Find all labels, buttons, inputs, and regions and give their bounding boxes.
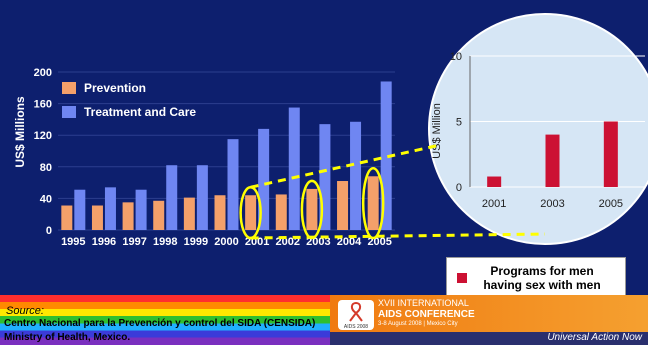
inset-bar-2001 (487, 176, 502, 187)
bar-treatment-2005 (380, 81, 392, 230)
slide-footer: Source: Centro Nacional para la Prevenci… (0, 295, 648, 345)
bar-prevention-2004 (337, 181, 349, 230)
main-chart-y-ticks: 0 40 80 120 160 200 (34, 67, 52, 237)
inset-y-tick-label: 0 (456, 182, 462, 194)
highlight-connector-lines (250, 143, 546, 240)
inset-x-tick-label: 2005 (599, 198, 623, 210)
conference-logo-icon: AIDS 2008 (338, 300, 374, 330)
source-label: Source: (6, 305, 44, 317)
main-x-tick-label: 1998 (153, 236, 177, 248)
conference-banner: AIDS 2008 XVII INTERNATIONAL AIDS CONFER… (330, 295, 648, 345)
legend-label-prevention: Prevention (84, 81, 147, 95)
inset-bar-2003 (545, 134, 560, 187)
main-x-tick-label: 2000 (214, 236, 238, 248)
bar-prevention-2005 (367, 176, 379, 230)
main-chart-y-axis-label: US$ Millions (13, 96, 27, 168)
bar-prevention-2002 (275, 194, 287, 230)
bar-prevention-1999 (183, 197, 195, 230)
bar-prevention-2003 (306, 188, 318, 230)
inset-chart-y-ticks: 0 5 10 (450, 51, 462, 194)
main-y-tick-label: 160 (34, 99, 52, 111)
main-y-tick-label: 120 (34, 130, 52, 142)
main-x-tick-label: 1997 (122, 236, 146, 248)
main-x-tick-label: 1999 (184, 236, 208, 248)
source-line-1: Centro Nacional para la Prevención y con… (4, 318, 316, 329)
connector-line-lower (250, 232, 546, 240)
bar-prevention-2000 (214, 195, 226, 230)
main-chart-legend: Prevention Treatment and Care (62, 76, 212, 132)
inset-chart-x-ticks: 2001 2003 2005 (482, 198, 623, 210)
bar-treatment-2003 (319, 124, 331, 230)
bar-treatment-1996 (104, 187, 116, 230)
bar-prevention-1998 (153, 200, 165, 230)
main-y-tick-label: 40 (40, 193, 52, 205)
main-x-tick-label: 2004 (337, 236, 362, 248)
conference-title-line-2: AIDS CONFERENCE (378, 309, 475, 320)
main-y-tick-label: 80 (40, 162, 52, 174)
bar-treatment-2004 (350, 121, 362, 230)
inset-x-tick-label: 2001 (482, 198, 506, 210)
tagline-strip: Universal Action Now (330, 332, 648, 345)
inset-chart-legend: Programs for men having sex with men (446, 257, 626, 299)
inset-x-tick-label: 2003 (540, 198, 564, 210)
bar-treatment-2001 (258, 128, 270, 230)
legend-swatch-treatment (62, 106, 76, 118)
legend-label-msm: Programs for men having sex with men (483, 264, 601, 292)
main-chart-bars (61, 81, 392, 230)
conference-tagline: Universal Action Now (547, 332, 642, 343)
bar-treatment-2002 (288, 107, 300, 230)
inset-chart-bars (487, 121, 618, 187)
main-chart-x-ticks: 1995 1996 1997 1998 1999 2000 2001 2002 2003 2004… (61, 236, 392, 248)
legend-label-treatment: Treatment and Care (84, 105, 197, 119)
bar-treatment-1999 (196, 165, 208, 230)
source-line-2: Ministry of Health, Mexico. (4, 332, 131, 343)
inset-y-tick-label: 10 (450, 51, 462, 63)
main-x-tick-label: 1995 (61, 236, 85, 248)
main-y-tick-label: 200 (34, 67, 52, 79)
bar-prevention-2001 (245, 195, 257, 230)
legend-entry-treatment: Treatment and Care (62, 100, 212, 124)
connector-line-upper (250, 143, 441, 189)
conference-title-line-1: XVII INTERNATIONAL (378, 298, 469, 308)
inset-bar-2005 (603, 121, 618, 187)
main-y-tick-label: 0 (46, 225, 52, 237)
inset-chart-y-axis-label: US$ Million (431, 103, 443, 159)
legend-swatch-msm (457, 273, 467, 283)
legend-swatch-prevention (62, 82, 76, 94)
inset-chart: 0 5 10 2001 2003 2005 US$ Million (428, 13, 648, 245)
rainbow-banner: Source: Centro Nacional para la Prevenci… (0, 295, 330, 345)
main-x-tick-label: 1996 (92, 236, 116, 248)
bar-treatment-1998 (166, 165, 178, 230)
bar-prevention-1995 (61, 205, 73, 230)
ribbon-icon (349, 301, 363, 322)
highlight-ellipse-2005 (361, 167, 385, 240)
bar-treatment-1995 (74, 189, 86, 230)
inset-chart-background (428, 13, 648, 245)
bar-prevention-1996 (91, 205, 103, 230)
bar-treatment-1997 (135, 189, 147, 230)
inset-y-tick-label: 5 (456, 117, 462, 129)
bar-treatment-2000 (227, 139, 239, 230)
legend-entry-prevention: Prevention (62, 76, 212, 100)
conference-dates: 3-8 August 2008 | Mexico City (378, 321, 458, 327)
bar-prevention-1997 (122, 202, 134, 230)
